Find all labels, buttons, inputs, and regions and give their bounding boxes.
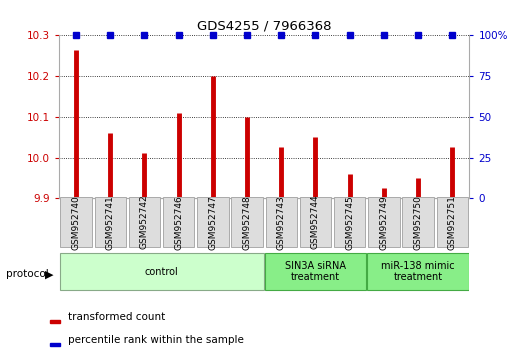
FancyBboxPatch shape bbox=[334, 198, 365, 247]
Text: percentile rank within the sample: percentile rank within the sample bbox=[68, 335, 244, 346]
Text: SIN3A siRNA
treatment: SIN3A siRNA treatment bbox=[285, 261, 346, 282]
Text: GSM952745: GSM952745 bbox=[345, 195, 354, 250]
Text: GSM952747: GSM952747 bbox=[208, 195, 218, 250]
Text: GSM952751: GSM952751 bbox=[448, 195, 457, 250]
Text: GSM952742: GSM952742 bbox=[140, 195, 149, 250]
Bar bbox=[50, 343, 60, 346]
FancyBboxPatch shape bbox=[402, 198, 434, 247]
FancyBboxPatch shape bbox=[367, 253, 469, 290]
FancyBboxPatch shape bbox=[129, 198, 160, 247]
FancyBboxPatch shape bbox=[60, 253, 264, 290]
FancyBboxPatch shape bbox=[266, 198, 297, 247]
FancyBboxPatch shape bbox=[265, 253, 366, 290]
Text: protocol: protocol bbox=[6, 269, 49, 279]
Text: GSM952743: GSM952743 bbox=[277, 195, 286, 250]
Text: ▶: ▶ bbox=[45, 269, 53, 279]
Title: GDS4255 / 7966368: GDS4255 / 7966368 bbox=[197, 20, 331, 33]
Text: GSM952741: GSM952741 bbox=[106, 195, 115, 250]
Bar bbox=[50, 320, 60, 323]
Text: GSM952740: GSM952740 bbox=[72, 195, 81, 250]
FancyBboxPatch shape bbox=[197, 198, 229, 247]
Text: miR-138 mimic
treatment: miR-138 mimic treatment bbox=[381, 261, 455, 282]
Text: transformed count: transformed count bbox=[68, 312, 165, 322]
Text: GSM952746: GSM952746 bbox=[174, 195, 183, 250]
Text: control: control bbox=[145, 267, 179, 277]
FancyBboxPatch shape bbox=[61, 198, 92, 247]
FancyBboxPatch shape bbox=[300, 198, 331, 247]
Text: GSM952750: GSM952750 bbox=[413, 195, 423, 250]
FancyBboxPatch shape bbox=[437, 198, 468, 247]
FancyBboxPatch shape bbox=[163, 198, 194, 247]
Text: GSM952748: GSM952748 bbox=[243, 195, 251, 250]
Text: GSM952749: GSM952749 bbox=[380, 195, 388, 250]
FancyBboxPatch shape bbox=[94, 198, 126, 247]
FancyBboxPatch shape bbox=[231, 198, 263, 247]
FancyBboxPatch shape bbox=[368, 198, 400, 247]
Text: GSM952744: GSM952744 bbox=[311, 195, 320, 250]
